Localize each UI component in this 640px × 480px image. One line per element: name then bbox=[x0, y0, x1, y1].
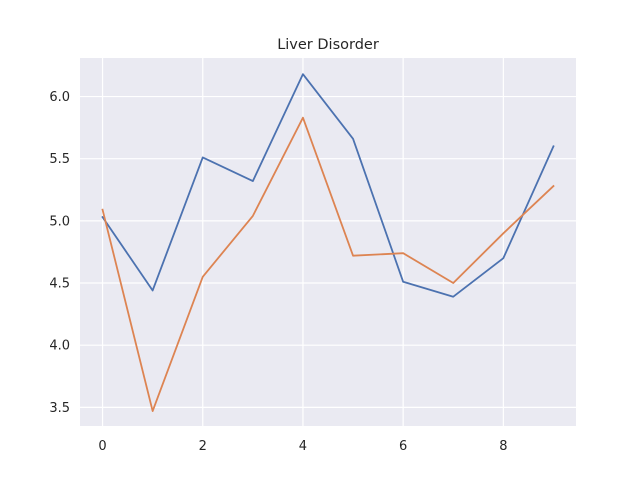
y-axis-ticks: 3.5 4.0 4.5 5.0 5.5 6.0 bbox=[49, 90, 70, 416]
y-tick-label: 5.0 bbox=[49, 214, 70, 229]
y-tick-label: 5.5 bbox=[49, 152, 70, 167]
series-line-2 bbox=[101, 116, 555, 412]
y-tick-label: 4.5 bbox=[49, 277, 70, 292]
x-tick-label: 8 bbox=[499, 439, 507, 454]
y-tick-label: 4.0 bbox=[49, 339, 70, 354]
plot-area bbox=[80, 58, 576, 426]
x-tick-label: 0 bbox=[98, 439, 106, 454]
series-lines bbox=[101, 73, 555, 412]
x-tick-label: 6 bbox=[399, 439, 407, 454]
series-line-1 bbox=[101, 73, 555, 298]
chart-title: Liver Disorder bbox=[277, 37, 379, 53]
x-axis-ticks: 0 2 4 6 8 bbox=[98, 439, 507, 454]
x-tick-label: 2 bbox=[199, 439, 207, 454]
x-tick-label: 4 bbox=[299, 439, 307, 454]
y-tick-label: 3.5 bbox=[49, 401, 70, 416]
y-tick-label: 6.0 bbox=[49, 90, 70, 105]
